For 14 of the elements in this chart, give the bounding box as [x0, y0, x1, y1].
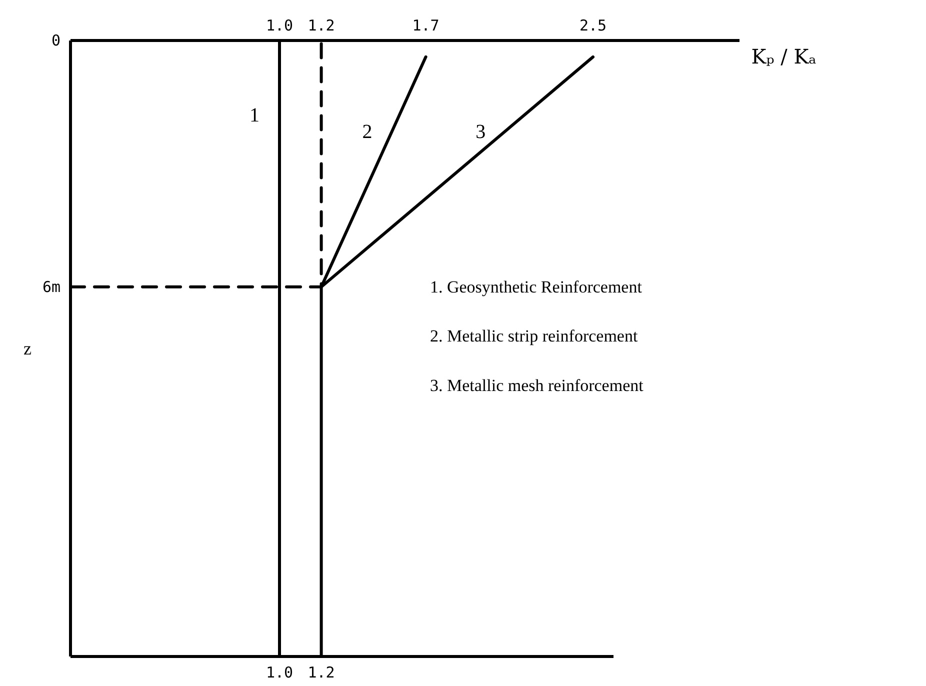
y-tick-label: 6m [42, 278, 60, 296]
y-axis-title: z [23, 338, 32, 358]
x2-tick-label: 1.0 [266, 16, 294, 34]
x2-axis-title: Kₚ / Kₐ [751, 44, 817, 68]
annotation: 1. Geosynthetic Reinforcement [430, 277, 642, 296]
series-label: 3 [476, 120, 486, 143]
x2-tick-label: 2.5 [579, 16, 607, 34]
annotation: 3. Metallic mesh reinforcement [430, 376, 644, 395]
y-tick-label: 0 [51, 32, 60, 50]
x2-tick-label: 1.7 [412, 16, 440, 34]
ref-line-label: 1 [250, 104, 260, 126]
series-label: 2 [362, 120, 372, 143]
annotation: 2. Metallic strip reinforcement [430, 326, 638, 346]
x2-tick-label: 1.2 [308, 16, 335, 34]
